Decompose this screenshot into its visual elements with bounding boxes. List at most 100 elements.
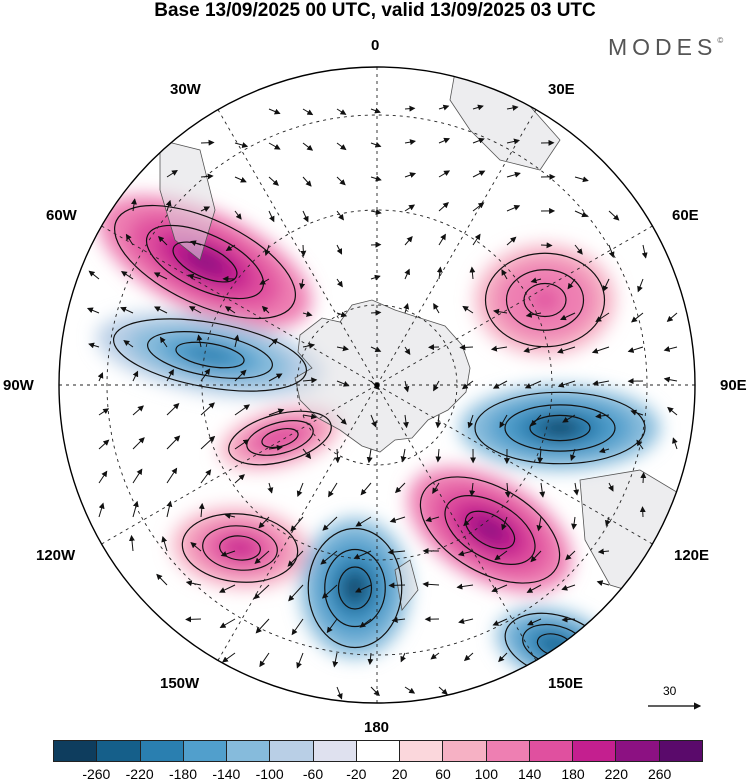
wind-arrow [88,270,100,280]
wind-arrow [663,346,678,352]
wind-arrow [320,550,338,565]
colorbar-tick-label: -220 [125,766,154,782]
wind-arrow [425,516,440,523]
wind-arrow [404,204,416,212]
contour-line [202,525,278,571]
colorbar-segment [573,741,617,761]
colorbar-segment [616,741,660,761]
anomaly-shade [266,431,294,445]
map-title: Base 13/09/2025 00 UTC, valid 13/09/2025… [154,0,596,21]
wind-arrow [302,210,309,223]
wind-arrow [537,448,544,464]
contour-line [337,566,373,610]
wind-arrow [570,448,576,461]
wind-arrow [154,306,168,314]
wind-arrow [404,105,416,112]
wind-arrow [400,448,407,463]
wind-arrow [641,244,648,259]
wind-arrow [597,548,610,555]
wind-arrow [268,108,281,115]
label-lon-30e: 30E [548,81,575,98]
wind-arrow [132,500,139,518]
wind-arrow [637,278,644,293]
wind-arrow [336,142,347,151]
wind-arrow [200,402,215,416]
colorbar-tick-label: 260 [647,766,672,782]
wind-arrow [506,105,519,111]
colorbar-tick-label: 20 [391,766,408,782]
wind-arrow [326,618,338,634]
wind-arrow [530,414,542,427]
wind-arrow [322,516,338,531]
colorbar-segment [227,741,271,761]
wind-arrow [219,618,236,629]
wind-arrow [592,380,610,387]
wind-arrow [438,233,446,246]
wind-arrow [129,534,135,552]
meridian-line [216,384,378,663]
contour-line [145,224,265,300]
wind-arrow [391,616,406,623]
colorbar-segment [97,741,141,761]
wind-arrow [268,338,278,348]
wind-arrow [595,312,610,323]
colorbar-segment [270,741,314,761]
wind-arrow [472,137,485,144]
wind-arrow [200,469,212,484]
wind-arrow [132,405,144,416]
wind-arrow [225,244,236,252]
contour-line [181,513,299,583]
label-lon-60e: 60E [672,207,699,224]
wind-arrow [523,346,542,353]
label-lon-180: 180 [364,719,390,736]
wind-arrow [360,482,372,496]
colorbar-tick-label: -20 [346,766,367,782]
wind-arrow [501,269,508,280]
anomaly-shade [185,345,235,365]
wind-arrow [159,336,168,348]
colorbar-segment [443,741,487,761]
wind-arrow [639,506,646,518]
colorbar-segment [400,741,444,761]
wind-arrow [370,175,382,182]
wind-arrow [166,403,180,416]
wind-arrow [253,584,270,600]
wind-arrow [187,273,202,280]
wind-arrow [165,199,172,212]
wind-arrow [472,202,485,212]
wind-arrow [430,652,440,660]
wind-arrow [525,311,542,318]
wind-arrow [530,277,542,284]
wind-arrow [302,377,318,384]
wind-arrow [132,370,139,382]
wind-arrow [200,206,211,212]
wind-vectors [86,104,678,700]
wind-arrow [98,502,105,518]
wind-arrow [404,172,417,178]
colorbar-tick-label: 180 [561,766,585,782]
wind-arrow [268,142,281,150]
colorbar-segment [140,741,184,761]
wind-arrow [636,439,644,450]
wind-arrow [259,278,270,285]
wind-arrow [608,482,614,492]
contour-line [112,318,308,392]
wind-arrow [498,652,508,663]
south-pole-dot [374,382,380,388]
graticule [59,67,695,703]
meridian-line [376,384,655,546]
wind-arrow [370,414,377,428]
wind-arrow [258,516,270,529]
wind-arrow [370,209,382,215]
wind-arrow [598,447,610,454]
wind-arrow [336,345,349,352]
brand-text: MODES [608,34,718,60]
wind-arrow [536,516,543,532]
wind-arrow [370,274,381,281]
wind-arrow [494,550,508,561]
wind-arrow [394,482,406,494]
wind-arrow [631,312,644,323]
wind-arrow [233,334,240,348]
meridian-line [376,384,538,663]
